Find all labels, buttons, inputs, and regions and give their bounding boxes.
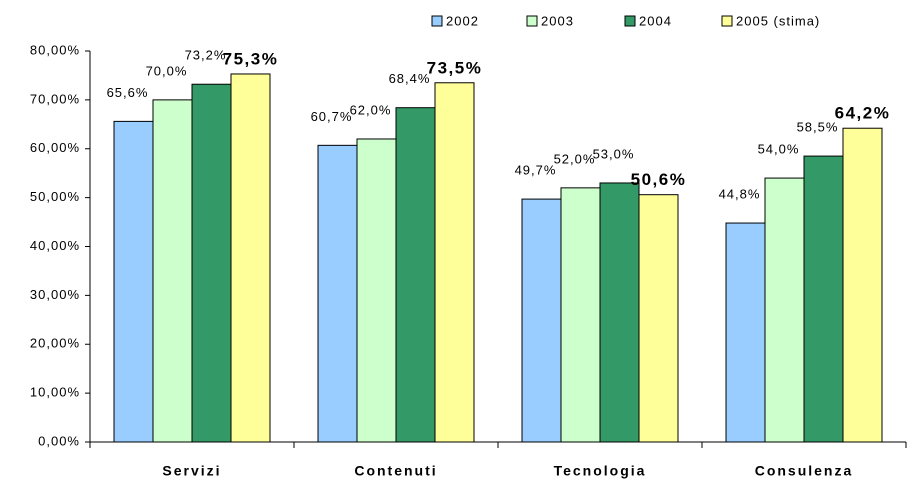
bar: [638, 194, 679, 443]
y-tick-label: 0,00%: [38, 433, 80, 448]
bar: [764, 177, 805, 443]
value-label: 62,0%: [350, 102, 392, 117]
y-tick-label: 20,00%: [30, 336, 80, 351]
value-label: 50,6%: [631, 170, 687, 189]
value-label: 64,2%: [835, 104, 891, 123]
value-label: 49,7%: [515, 163, 557, 178]
bar: [230, 73, 271, 443]
bar: [434, 82, 475, 443]
legend-swatch: [624, 15, 636, 27]
bar: [113, 120, 154, 443]
bar: [725, 222, 766, 443]
bar: [395, 107, 436, 443]
y-tick-label: 80,00%: [30, 42, 80, 57]
value-label: 70,0%: [146, 63, 188, 78]
bar: [599, 182, 640, 443]
legend-label: 2003: [541, 13, 574, 28]
legend-swatch: [721, 15, 733, 27]
value-label: 75,3%: [223, 49, 279, 68]
legend-swatch: [431, 15, 443, 27]
bar: [842, 127, 883, 443]
value-label: 60,7%: [311, 109, 353, 124]
bar: [560, 187, 601, 443]
value-label: 68,4%: [389, 71, 431, 86]
bar: [356, 138, 397, 443]
bar: [803, 155, 844, 443]
value-label: 73,2%: [185, 48, 227, 63]
y-tick-label: 70,00%: [30, 91, 80, 106]
legend-label: 2005 (stima): [736, 13, 820, 28]
value-label: 52,0%: [554, 151, 596, 166]
value-label: 54,0%: [758, 142, 800, 157]
legend-label: 2002: [446, 13, 479, 28]
legend-label: 2004: [639, 13, 672, 28]
x-tick-label: Consulenza: [755, 463, 854, 479]
x-tick-label: Tecnologia: [554, 463, 647, 479]
value-label: 44,8%: [719, 186, 761, 201]
value-label: 58,5%: [797, 120, 839, 135]
y-tick-label: 50,00%: [30, 189, 80, 204]
y-tick-label: 30,00%: [30, 287, 80, 302]
bar: [317, 144, 358, 443]
bar: [152, 99, 193, 443]
value-label: 73,5%: [427, 58, 483, 77]
bar: [191, 83, 232, 443]
y-tick-label: 40,00%: [30, 238, 80, 253]
bar: [521, 198, 562, 443]
value-label: 53,0%: [593, 146, 635, 161]
x-tick-label: Contenuti: [354, 463, 437, 479]
y-tick-label: 10,00%: [30, 385, 80, 400]
legend-swatch: [526, 15, 538, 27]
value-label: 65,6%: [107, 85, 149, 100]
y-tick-label: 60,00%: [30, 140, 80, 155]
x-tick-label: Servizi: [162, 463, 221, 479]
